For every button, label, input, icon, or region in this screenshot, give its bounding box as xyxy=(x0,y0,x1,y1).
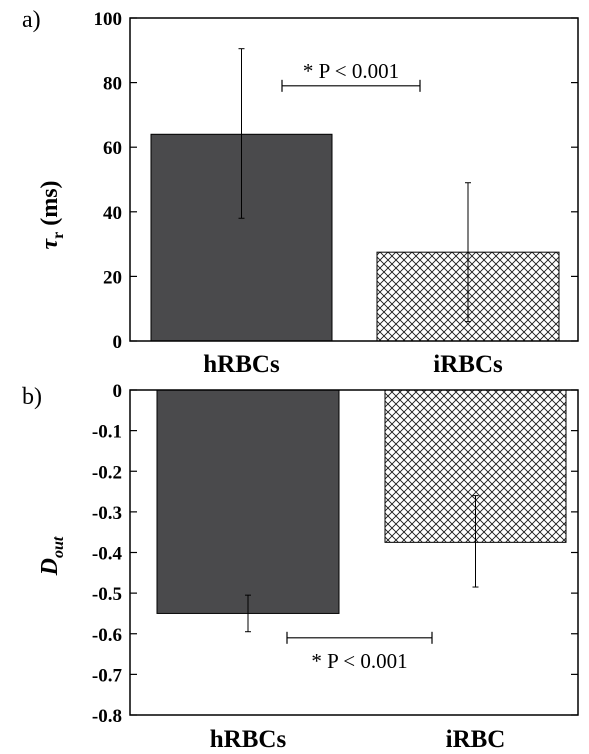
error-bar-hrbcs xyxy=(245,594,251,633)
error-bar-hrbcs xyxy=(238,48,245,219)
panel-b-error-bars xyxy=(245,495,479,633)
y-tick-label: 80 xyxy=(103,74,122,95)
y-tick-label: -0.5 xyxy=(92,584,122,605)
x-tick-label-irbcs: iRBCs xyxy=(433,351,503,378)
panel-a-letter: a) xyxy=(22,7,41,33)
x-tick-label-hrbcs: hRBCs xyxy=(210,726,287,753)
panel-a-y-ticks: 0 20 40 60 80 100 xyxy=(94,9,578,353)
y-tick-label: -0.3 xyxy=(92,503,122,524)
error-bar-irbcs xyxy=(465,182,471,323)
panel-b: b) 0-0.1-0.2-0.3-0.4-0.5-0.6-0.7-0.8 * xyxy=(22,381,579,753)
panel-b-letter: b) xyxy=(22,384,42,410)
panel-b-bars xyxy=(156,389,567,614)
y-tick-label: 40 xyxy=(103,203,122,224)
y-tick-label: 60 xyxy=(103,138,122,159)
y-label-symbol: τ xyxy=(37,238,63,250)
panel-a-axes-frame xyxy=(129,17,579,342)
y-tick-label: -0.1 xyxy=(92,422,122,443)
y-label-main: D xyxy=(37,558,63,576)
panel-b-y-ticks: 0 -0.1 -0.2 -0.3 -0.4 -0.5 -0.6 -0.7 -0.8 xyxy=(92,381,578,727)
panel-a-bars xyxy=(150,133,560,342)
panel-a-error-bars xyxy=(238,48,471,323)
y-label-subscript: r xyxy=(50,232,67,239)
significance-label: * P < 0.001 xyxy=(303,59,399,83)
y-tick-label: -0.6 xyxy=(92,625,122,646)
y-tick-label: 0 xyxy=(113,332,123,353)
bar-hrbcs xyxy=(156,389,340,614)
y-tick-label: -0.2 xyxy=(92,462,122,483)
y-tick-label: -0.7 xyxy=(92,665,123,686)
panel-b-y-axis-label: Dout xyxy=(37,536,67,576)
panel-a-significance: * P < 0.001 xyxy=(281,59,421,92)
y-label-unit: (ms) xyxy=(37,180,63,225)
y-label-subscript: out xyxy=(50,536,67,558)
panel-a-y-axis-label: τr (ms) xyxy=(37,180,67,249)
panel-b-significance: * P < 0.001 xyxy=(286,631,433,673)
significance-label: * P < 0.001 xyxy=(311,649,407,673)
y-tick-label: 100 xyxy=(94,9,123,30)
y-tick-label: -0.4 xyxy=(92,544,123,565)
y-tick-label: -0.8 xyxy=(92,706,122,727)
y-tick-label: 20 xyxy=(103,267,122,288)
error-bar-irbc xyxy=(472,495,479,588)
x-tick-label-hrbcs: hRBCs xyxy=(203,351,280,378)
x-tick-label-irbc: iRBC xyxy=(446,726,506,753)
y-tick-label: 0 xyxy=(113,381,123,402)
